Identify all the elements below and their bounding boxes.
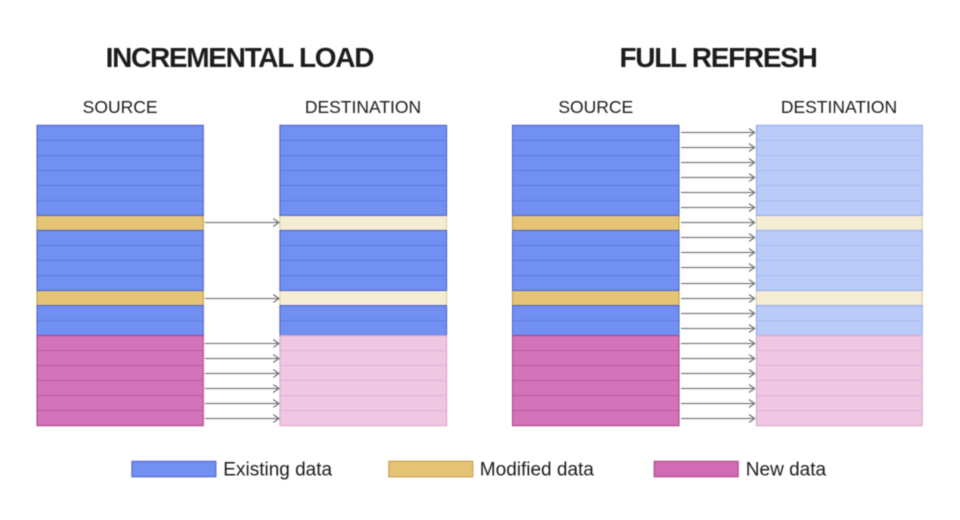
svg-text:SOURCE: SOURCE xyxy=(83,97,158,117)
svg-text:FULL REFRESH: FULL REFRESH xyxy=(620,42,817,73)
svg-text:INCREMENTAL LOAD: INCREMENTAL LOAD xyxy=(106,42,375,73)
svg-text:Modified data: Modified data xyxy=(480,459,595,480)
svg-text:DESTINATION: DESTINATION xyxy=(781,97,897,117)
svg-text:DESTINATION: DESTINATION xyxy=(305,97,421,117)
svg-text:New data: New data xyxy=(746,459,827,480)
svg-text:SOURCE: SOURCE xyxy=(558,97,633,117)
svg-text:Existing data: Existing data xyxy=(223,459,332,480)
